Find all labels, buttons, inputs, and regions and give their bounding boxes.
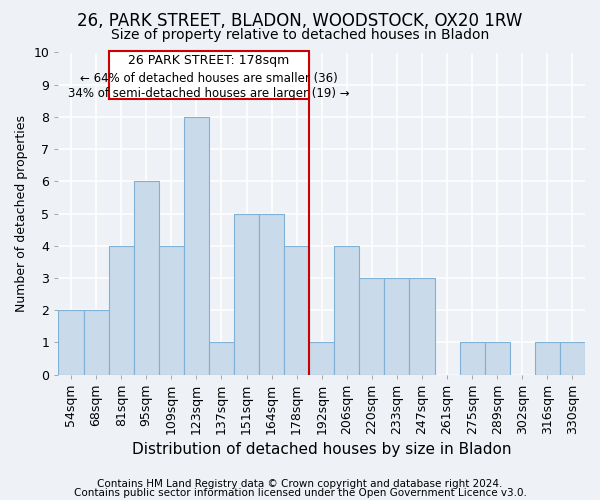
- Bar: [134, 182, 159, 374]
- Text: Contains public sector information licensed under the Open Government Licence v3: Contains public sector information licen…: [74, 488, 526, 498]
- Bar: [535, 342, 560, 374]
- Bar: [460, 342, 485, 374]
- Bar: [409, 278, 434, 374]
- Bar: [560, 342, 585, 374]
- Bar: [184, 117, 209, 374]
- Bar: [334, 246, 359, 374]
- Bar: [83, 310, 109, 374]
- X-axis label: Distribution of detached houses by size in Bladon: Distribution of detached houses by size …: [132, 442, 511, 458]
- Bar: [159, 246, 184, 374]
- Bar: [58, 310, 83, 374]
- FancyBboxPatch shape: [109, 51, 309, 99]
- Bar: [385, 278, 409, 374]
- Bar: [209, 342, 234, 374]
- Text: Size of property relative to detached houses in Bladon: Size of property relative to detached ho…: [111, 28, 489, 42]
- Bar: [109, 246, 134, 374]
- Y-axis label: Number of detached properties: Number of detached properties: [15, 115, 28, 312]
- Text: Contains HM Land Registry data © Crown copyright and database right 2024.: Contains HM Land Registry data © Crown c…: [97, 479, 503, 489]
- Bar: [234, 214, 259, 374]
- Text: 26 PARK STREET: 178sqm: 26 PARK STREET: 178sqm: [128, 54, 290, 67]
- Text: ← 64% of detached houses are smaller (36): ← 64% of detached houses are smaller (36…: [80, 72, 338, 85]
- Text: 34% of semi-detached houses are larger (19) →: 34% of semi-detached houses are larger (…: [68, 87, 350, 100]
- Bar: [309, 342, 334, 374]
- Bar: [284, 246, 309, 374]
- Bar: [359, 278, 385, 374]
- Bar: [485, 342, 510, 374]
- Bar: [259, 214, 284, 374]
- Text: 26, PARK STREET, BLADON, WOODSTOCK, OX20 1RW: 26, PARK STREET, BLADON, WOODSTOCK, OX20…: [77, 12, 523, 30]
